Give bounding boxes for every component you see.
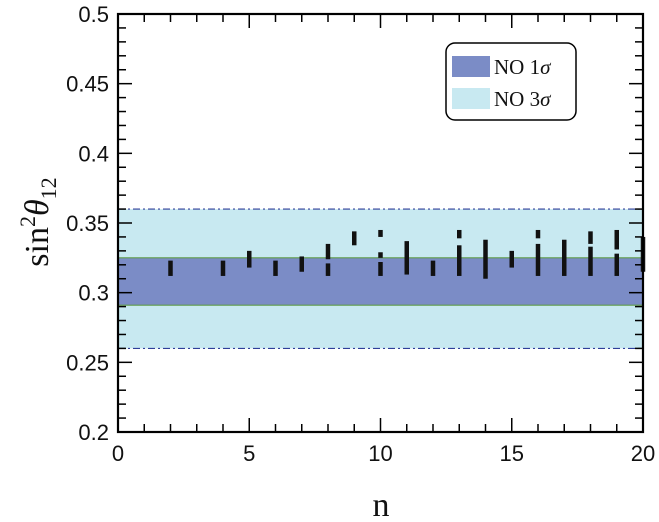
y-tick-label: 0.2 <box>78 420 109 445</box>
legend-swatch-3sigma <box>452 88 490 109</box>
y-axis-title: sin2θ12 <box>15 177 61 266</box>
data-segments <box>168 229 646 279</box>
x-tick-label: 15 <box>500 441 524 466</box>
y-tick-label: 0.4 <box>78 141 109 166</box>
x-axis-title: n <box>373 487 390 522</box>
y-tick-label: 0.45 <box>66 72 109 97</box>
x-tick-label: 20 <box>631 441 655 466</box>
y-axis-title-greek: θ <box>19 199 56 216</box>
legend-label-3sigma-text: NO 3 <box>494 87 540 111</box>
y-tick-label: 0.35 <box>66 211 109 236</box>
legend-label-1sigma-text: NO 1 <box>494 55 540 79</box>
x-tick-labels: 0 5 10 15 20 <box>112 441 655 466</box>
y-tick-label: 0.5 <box>78 2 109 27</box>
y-axis-title-base: sin <box>19 227 56 267</box>
x-tick-label: 0 <box>112 441 124 466</box>
y-tick-label: 0.3 <box>78 281 109 306</box>
legend-swatch-1sigma <box>452 56 490 77</box>
y-tick-labels: 0.2 0.25 0.3 0.35 0.4 0.45 0.5 <box>66 2 109 445</box>
x-tick-label: 5 <box>243 441 255 466</box>
legend-label-3sigma-greek: σ <box>540 87 552 111</box>
plot-frame <box>116 12 645 434</box>
legend-label-3sigma: NO 3σ <box>494 87 552 111</box>
y-axis-title-sub: 12 <box>36 177 61 199</box>
y-axis-title-sup: 2 <box>15 216 40 227</box>
legend: NO 1σ NO 3σ <box>445 42 577 121</box>
x-tick-label: 10 <box>368 441 392 466</box>
legend-label-1sigma: NO 1σ <box>494 55 552 79</box>
y-tick-label: 0.25 <box>66 350 109 375</box>
legend-label-1sigma-greek: σ <box>540 55 552 79</box>
